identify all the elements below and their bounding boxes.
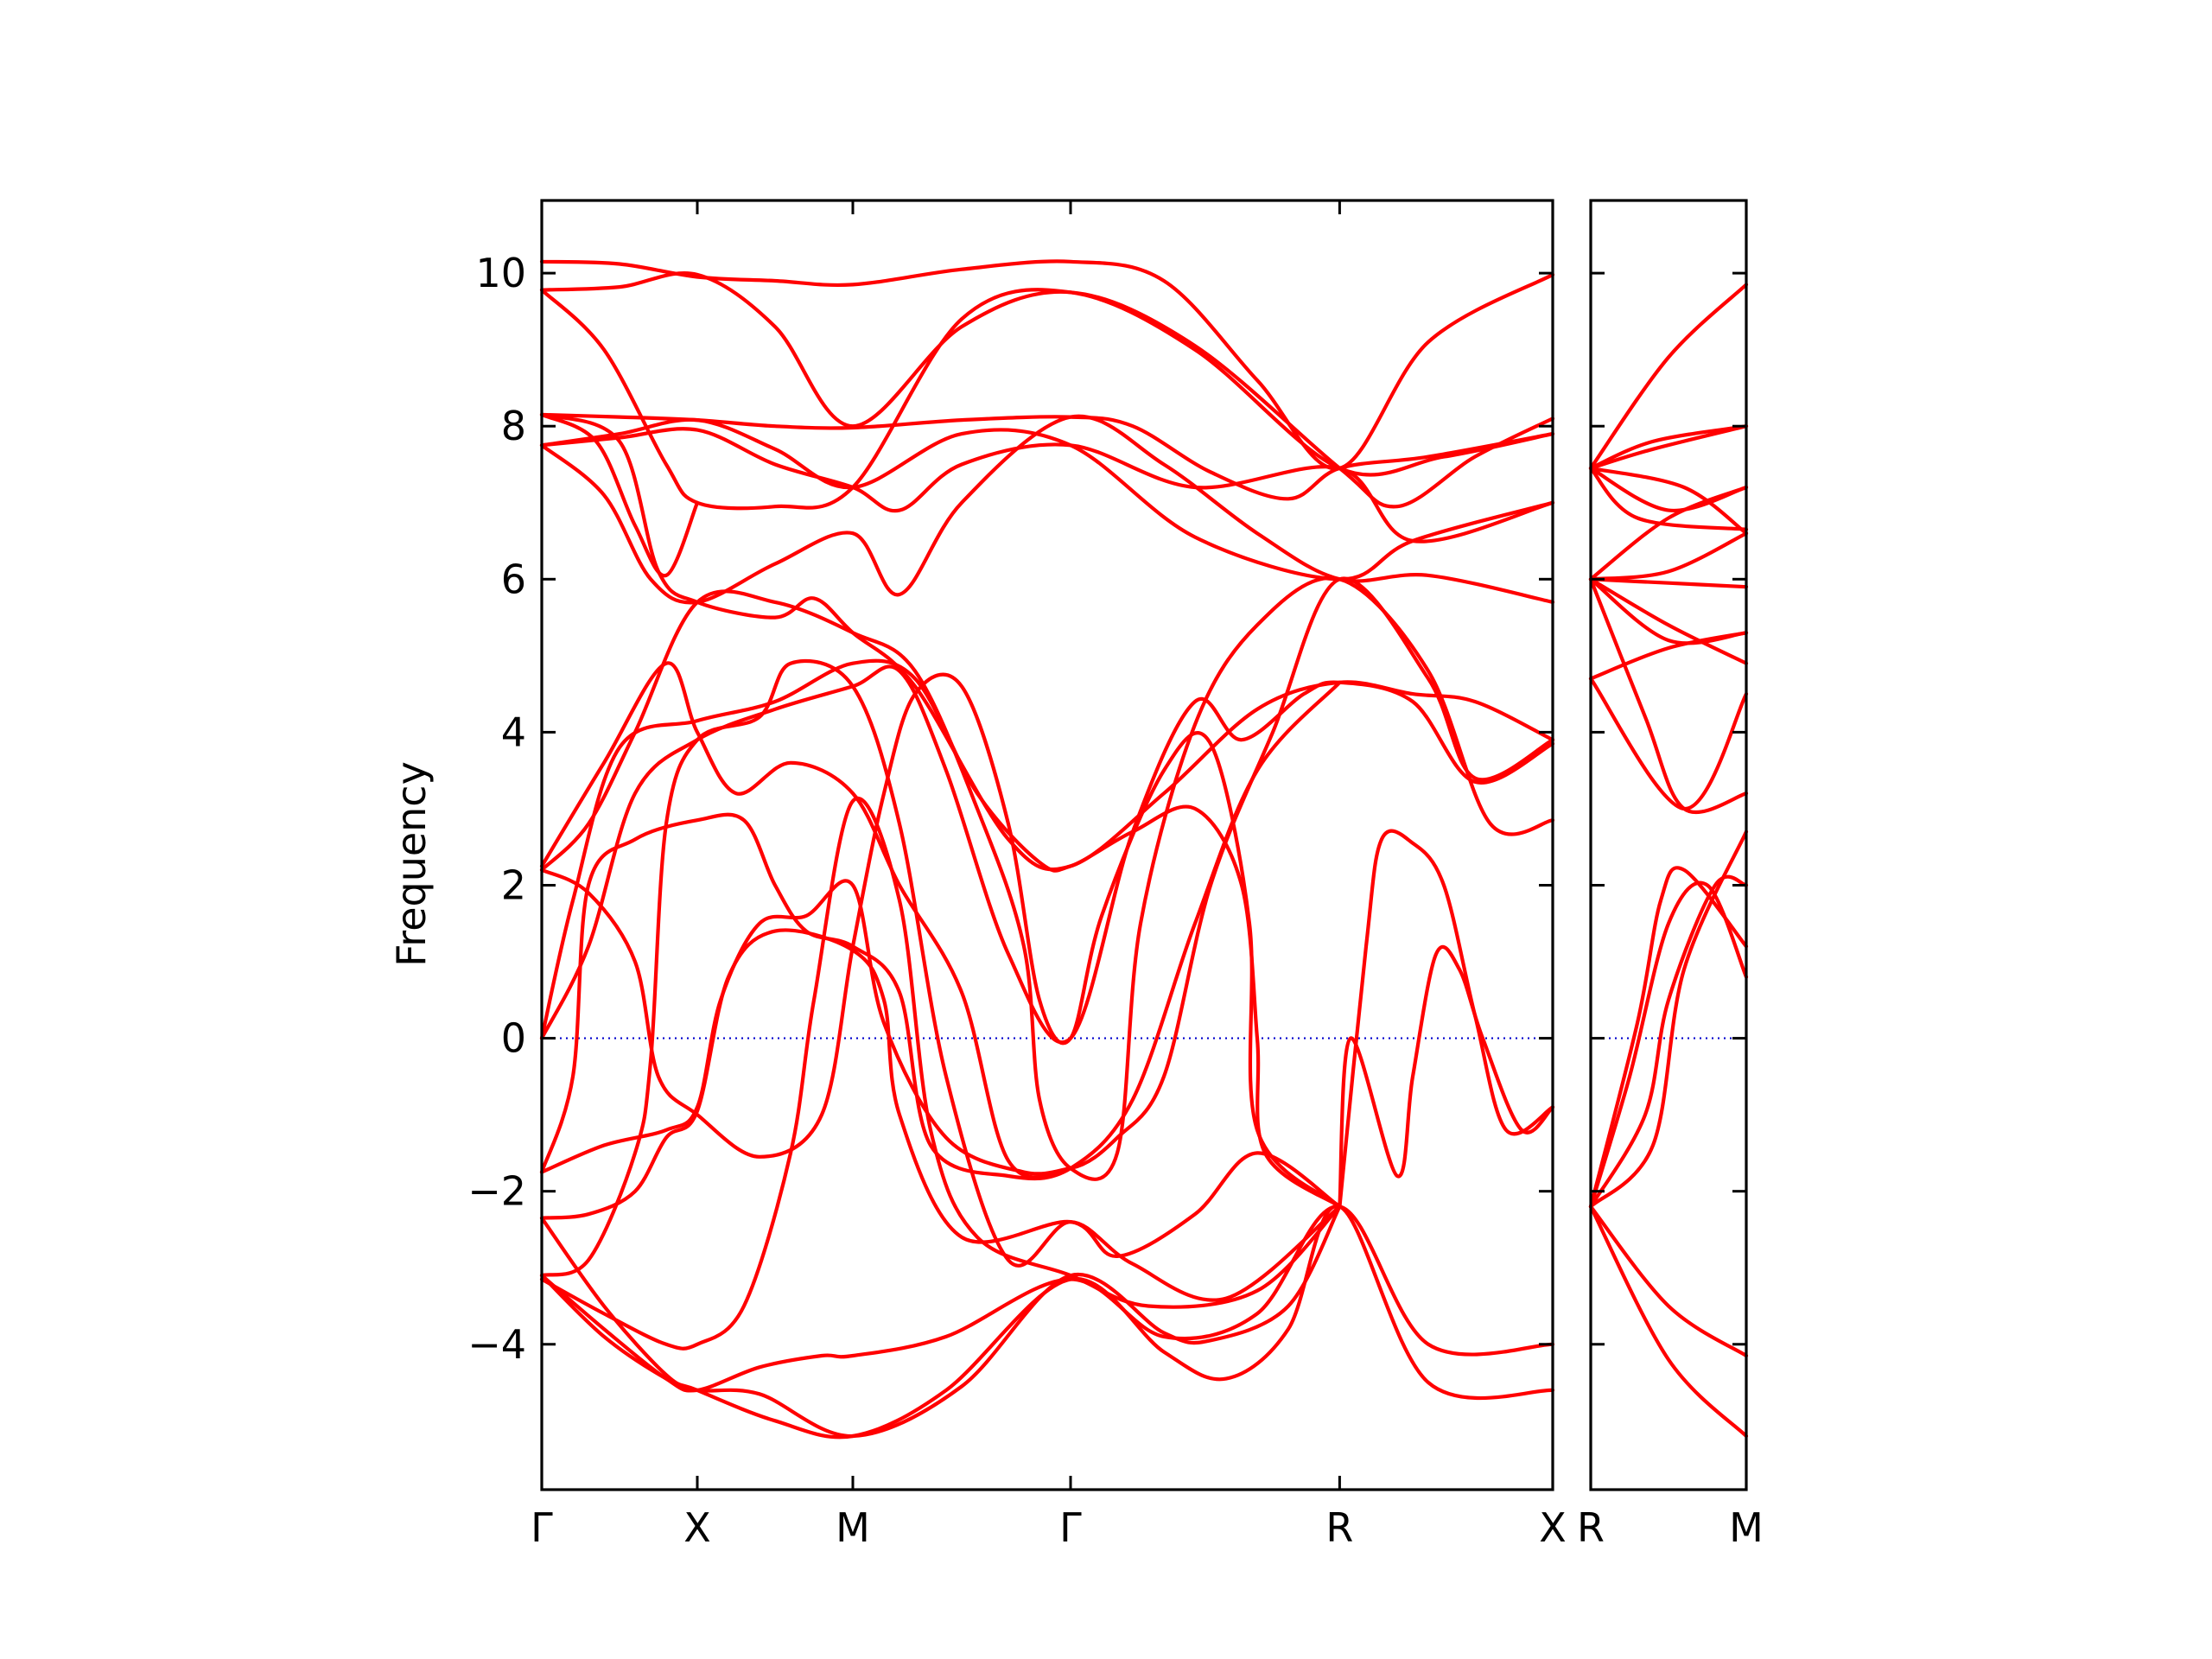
- band-line-10: [539, 575, 1555, 1181]
- band-line-5: [539, 412, 1555, 872]
- band-line-9: [1588, 531, 1749, 582]
- y-tick-label: −2: [467, 1168, 526, 1215]
- band-line-9: [539, 576, 1555, 1179]
- band-line-11: [1588, 577, 1749, 645]
- y-tick-label: 2: [501, 861, 526, 908]
- band-line-22: [539, 412, 700, 578]
- y-tick-label: 4: [501, 709, 526, 755]
- band-line-16: [1588, 880, 1749, 1209]
- band-line-8: [1588, 577, 1749, 589]
- band-line-14: [539, 680, 1342, 1181]
- band-line-17: [1588, 874, 1749, 1209]
- y-tick-label: −4: [467, 1321, 526, 1368]
- x-tick-label: R: [1577, 1504, 1605, 1551]
- band-line-2: [539, 271, 1555, 509]
- panel-main: −4 −2 0 2 4 6 8 10 Γ X M Γ R X: [467, 199, 1567, 1551]
- band-line-24: [1338, 944, 1555, 1209]
- band-line-19: [1588, 1205, 1749, 1358]
- band-line-15: [1588, 866, 1749, 1209]
- band-line-7: [1588, 485, 1749, 582]
- band-line-23: [1338, 829, 1555, 1209]
- band-line-1: [539, 259, 1555, 471]
- band-line-6: [539, 427, 1555, 543]
- band-lines: [1588, 283, 1749, 1439]
- band-line-3: [1588, 424, 1749, 470]
- band-lines: [539, 259, 1555, 1440]
- y-tick-label: 10: [475, 250, 526, 296]
- x-tick-label: Γ: [1059, 1504, 1082, 1551]
- x-tick-label: X: [1539, 1504, 1567, 1551]
- band-line-19: [539, 1205, 1555, 1393]
- band-line-3: [539, 288, 1555, 511]
- band-line-13: [1588, 631, 1749, 681]
- band-line-15: [539, 879, 1073, 1176]
- band-line-13: [539, 672, 1342, 1209]
- band-line-5: [1588, 466, 1749, 512]
- y-axis-ticks: [1591, 271, 1746, 1346]
- band-line-20: [1588, 1205, 1749, 1439]
- panel-right-frame: [1589, 199, 1748, 1491]
- y-axis-label: Frequency: [388, 761, 435, 967]
- band-line-18: [539, 797, 1342, 1351]
- band-line-14: [1588, 577, 1749, 815]
- band-line-6: [1588, 466, 1749, 536]
- x-tick-label: X: [683, 1504, 711, 1551]
- band-line-4: [1588, 466, 1749, 531]
- band-line-2: [1588, 424, 1749, 470]
- y-axis-ticks: −4 −2 0 2 4 6 8 10: [467, 250, 1553, 1368]
- band-line-12: [1588, 677, 1749, 810]
- x-tick-label: Γ: [531, 1504, 553, 1551]
- band-line-18: [1588, 830, 1749, 1209]
- panel-main-frame: [540, 199, 1554, 1491]
- band-line-8: [539, 417, 1555, 582]
- x-tick-label: R: [1325, 1504, 1353, 1551]
- y-tick-label: 8: [501, 403, 526, 449]
- x-tick-label: M: [836, 1504, 870, 1551]
- band-line-17: [539, 658, 1342, 1302]
- band-line-10: [1588, 577, 1749, 665]
- y-tick-label: 6: [501, 556, 526, 602]
- band-line-1: [1588, 283, 1749, 470]
- band-line-11: [539, 658, 1342, 1209]
- x-tick-label: M: [1729, 1504, 1764, 1551]
- band-line-16: [539, 928, 1342, 1259]
- band-line-21: [539, 1205, 1342, 1439]
- y-tick-label: 0: [501, 1015, 526, 1062]
